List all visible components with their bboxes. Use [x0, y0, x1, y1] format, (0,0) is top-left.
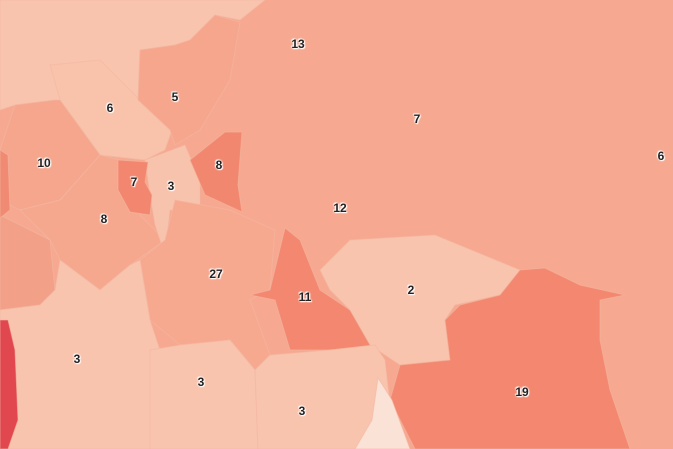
region-west-edge[interactable] [0, 149, 11, 219]
region-3-north[interactable] [144, 144, 201, 256]
region-5[interactable] [137, 14, 241, 146]
region-19[interactable] [389, 267, 631, 449]
region-8-center[interactable] [189, 131, 243, 213]
region-3-south[interactable] [149, 339, 259, 449]
region-7-west[interactable] [117, 159, 153, 216]
region-3-southeast[interactable] [254, 344, 396, 449]
region-red-strip[interactable] [0, 319, 19, 449]
region-palest[interactable] [354, 376, 411, 449]
region-3-southwest[interactable] [0, 259, 161, 449]
